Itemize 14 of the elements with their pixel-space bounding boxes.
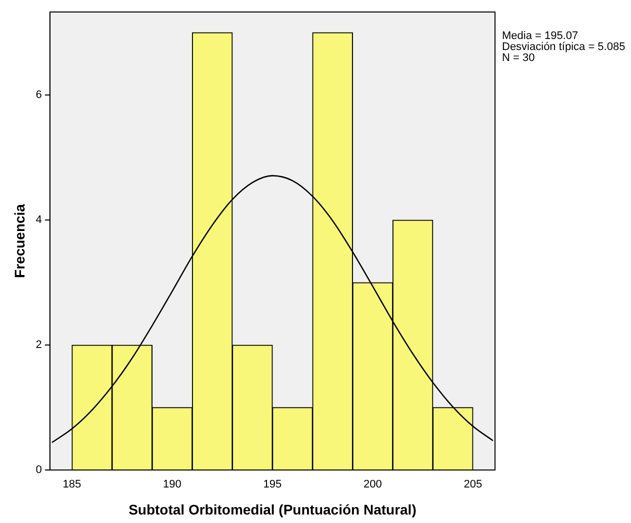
x-axis-title: Subtotal Orbitomedial (Puntuación Natural) [128,501,416,518]
x-tick-label: 190 [163,478,182,491]
y-tick-label: 2 [36,339,42,352]
y-tick-label: 4 [36,214,42,226]
text: N = 30 [502,52,536,64]
x-tick-label: 185 [62,478,82,491]
y-axis-title: Frecuencia [11,204,28,278]
y-tick-label: 6 [36,89,42,102]
text: Media = 195.07 [502,30,578,42]
x-tick-label: 200 [364,478,382,491]
y-tick-label: 0 [36,464,42,476]
x-tick-label: 205 [464,478,482,491]
x-tick-label: 195 [263,478,282,491]
text: Desviación típica = 5.085 [502,41,626,53]
